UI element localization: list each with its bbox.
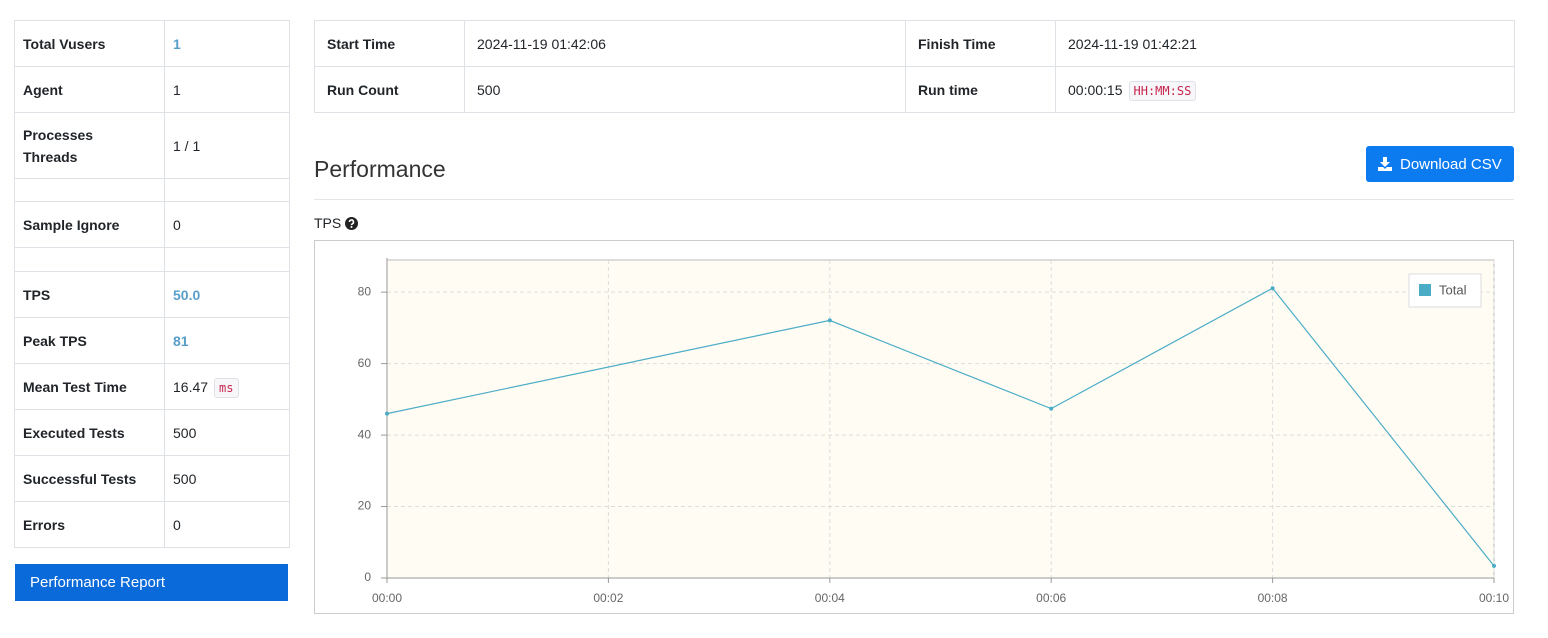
value-cell: 00:00:15 HH:MM:SS [1055, 66, 1515, 113]
label-line: Threads [23, 148, 78, 165]
run-info-table: Start Time 2024-11-19 01:42:06 Finish Time… [314, 20, 1515, 113]
chart-frame [314, 240, 1514, 614]
y-tick-label: 80 [358, 284, 372, 298]
value: 2024-11-19 01:42:06 [464, 20, 906, 67]
download-icon [1378, 157, 1392, 171]
label: Agent [14, 66, 165, 113]
legend-label: Total [1439, 282, 1467, 297]
label: Start Time [314, 20, 465, 67]
label: Run time [905, 66, 1056, 113]
value: 00:00:15 [1068, 81, 1123, 98]
x-tick-label: 00:06 [1036, 591, 1066, 605]
y-tick-label: 40 [358, 427, 372, 441]
chart-label: TPS [314, 215, 359, 231]
label: TPS [14, 271, 165, 318]
point [1049, 406, 1054, 411]
value: 1 / 1 [164, 112, 290, 179]
x-tick-label: 00:08 [1258, 591, 1288, 605]
value: 2024-11-19 01:42:21 [1055, 20, 1515, 67]
section-title: Performance [314, 156, 446, 182]
button-label: Download CSV [1400, 155, 1502, 173]
label: Total Vusers [14, 20, 165, 67]
point [827, 318, 832, 323]
divider [314, 199, 1514, 200]
download-csv-button[interactable]: Download CSV [1366, 146, 1514, 182]
chart-title: TPS [314, 215, 342, 231]
x-tick-label: 00:10 [1479, 591, 1509, 605]
label: Executed Tests [14, 409, 165, 456]
summary-table: Total Vusers 1 Agent 1 Processes Threads 1 /… [14, 20, 290, 548]
label: Run Count [314, 66, 465, 113]
value: 1 [164, 20, 290, 67]
label: Finish Time [905, 20, 1056, 67]
label-line: Processes [23, 126, 94, 143]
label: Mean Test Time [14, 363, 165, 410]
help-icon[interactable] [345, 216, 359, 230]
value: 500 [164, 409, 290, 456]
unit-badge: ms [214, 377, 239, 398]
y-tick-label: 0 [364, 570, 371, 584]
chart: 0 20 40 60 80 00:00 00:02 00:04 00:06 00:08 00:10 T… [314, 240, 1514, 614]
plot-area [386, 259, 1495, 579]
y-tick-label: 60 [358, 356, 372, 370]
value: 0 [164, 201, 290, 248]
value: 50.0 [164, 271, 290, 318]
performance-report-button[interactable]: Performance Report [15, 564, 288, 601]
x-tick-label: 00:04 [815, 591, 845, 605]
value: 500 [464, 66, 906, 113]
value: 1 [164, 66, 290, 113]
legend-swatch [1419, 284, 1431, 296]
x-tick-label: 00:02 [593, 591, 623, 605]
label: Processes Threads [14, 112, 165, 179]
label: Sample Ignore [14, 201, 165, 248]
value: 500 [164, 455, 290, 502]
unit-badge: HH:MM:SS [1128, 80, 1197, 101]
label: Errors [14, 501, 165, 548]
value-cell: 16.47 ms [164, 363, 290, 410]
point [1492, 563, 1496, 568]
value: 81 [164, 317, 290, 364]
point [385, 411, 389, 416]
point [1270, 286, 1275, 291]
value: 16.47 [173, 378, 209, 395]
x-tick-label: 00:00 [372, 591, 402, 605]
label: Peak TPS [14, 317, 165, 364]
value: 0 [164, 501, 290, 548]
label: Successful Tests [14, 455, 165, 502]
y-tick-label: 20 [358, 499, 372, 513]
